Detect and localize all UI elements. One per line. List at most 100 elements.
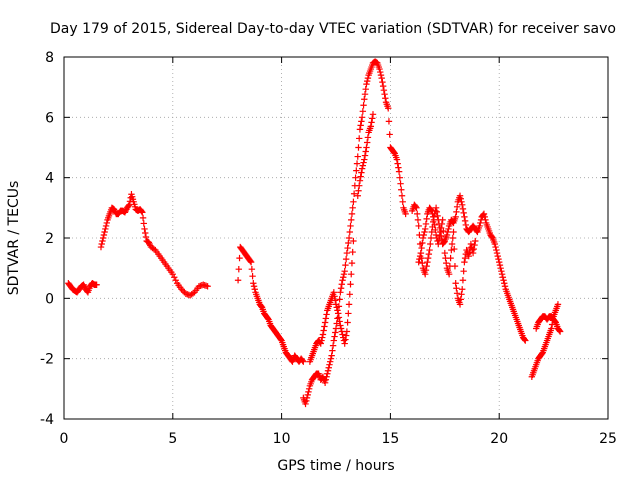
data-point — [380, 86, 388, 94]
data-point — [329, 347, 336, 354]
data-point — [419, 234, 427, 242]
data-point — [436, 232, 443, 240]
data-point — [363, 77, 371, 85]
data-point — [429, 213, 437, 221]
data-point — [461, 217, 469, 225]
data-point — [451, 245, 458, 253]
data-point — [376, 65, 383, 73]
data-point — [330, 337, 338, 344]
data-point — [318, 337, 325, 344]
data-point — [416, 255, 423, 263]
data-point — [250, 283, 258, 290]
data-point — [493, 249, 501, 257]
data-point — [361, 152, 369, 159]
data-point — [491, 240, 499, 248]
data-point — [357, 173, 364, 180]
data-point — [361, 91, 369, 98]
data-point — [342, 255, 350, 263]
x-tick-label: 15 — [381, 431, 399, 447]
data-point — [386, 131, 393, 138]
data-point — [422, 266, 430, 274]
data-point — [333, 304, 340, 311]
data-point — [178, 286, 185, 293]
data-point — [179, 287, 187, 294]
y-tick-labels: -4 -2 0 2 4 6 8 — [40, 50, 54, 428]
data-point — [457, 296, 464, 303]
data-point — [346, 228, 353, 236]
data-point — [247, 258, 255, 266]
x-tick-label: 20 — [490, 431, 508, 447]
data-point — [324, 370, 331, 377]
data-point — [495, 255, 502, 263]
data-point — [321, 323, 328, 330]
data-point — [361, 96, 368, 103]
data-point — [390, 149, 398, 156]
data-point — [332, 329, 339, 336]
data-point — [358, 165, 366, 172]
data-point — [364, 134, 372, 141]
data-point — [419, 239, 426, 247]
data-point — [379, 78, 386, 86]
data-point — [363, 80, 370, 88]
data-point — [416, 252, 424, 260]
data-point — [336, 296, 343, 303]
data-point — [337, 325, 345, 332]
data-points — [65, 58, 564, 408]
data-point — [439, 216, 446, 224]
data-point — [444, 228, 451, 236]
chart-title: Day 179 of 2015, Sidereal Day-to-day VTE… — [50, 21, 616, 37]
data-point — [496, 258, 503, 266]
data-point — [522, 337, 529, 344]
data-point — [460, 267, 467, 275]
data-point — [377, 68, 384, 76]
data-point — [476, 222, 483, 230]
data-point — [460, 209, 467, 217]
data-point — [258, 303, 265, 310]
data-point — [480, 210, 488, 218]
data-point — [93, 281, 100, 288]
data-point — [103, 219, 110, 227]
data-point — [398, 192, 406, 199]
x-tick-label: 25 — [599, 431, 617, 447]
data-point — [121, 209, 129, 216]
data-point — [236, 254, 243, 262]
data-point — [379, 82, 387, 90]
data-point — [140, 220, 147, 227]
data-point — [432, 226, 439, 234]
y-tick-label: 6 — [45, 110, 54, 126]
data-point — [382, 95, 389, 102]
data-point — [494, 252, 501, 260]
data-point — [421, 228, 428, 236]
data-point — [250, 280, 257, 287]
data-point — [97, 243, 105, 251]
data-point — [378, 74, 385, 82]
data-point — [429, 210, 436, 218]
data-point — [443, 231, 451, 239]
data-point — [453, 290, 461, 297]
data-point — [337, 289, 344, 296]
data-point — [360, 159, 367, 166]
data-point — [340, 274, 347, 281]
data-point — [299, 357, 306, 364]
data-point — [450, 228, 457, 236]
data-point — [435, 240, 442, 248]
data-point — [412, 203, 419, 211]
data-point — [360, 102, 367, 109]
data-point — [81, 283, 88, 290]
series-seg8 — [306, 237, 357, 365]
data-point — [452, 213, 459, 221]
data-point — [99, 237, 106, 245]
data-point — [413, 204, 420, 212]
data-point — [453, 203, 461, 211]
data-point — [355, 187, 362, 194]
data-point — [345, 310, 352, 317]
data-point — [461, 258, 468, 266]
data-point — [341, 340, 348, 347]
data-point — [169, 271, 176, 278]
data-point — [461, 254, 469, 262]
data-point — [350, 237, 357, 245]
data-point — [334, 307, 341, 314]
data-point — [339, 331, 346, 338]
data-point — [456, 301, 464, 308]
data-point — [418, 244, 425, 252]
